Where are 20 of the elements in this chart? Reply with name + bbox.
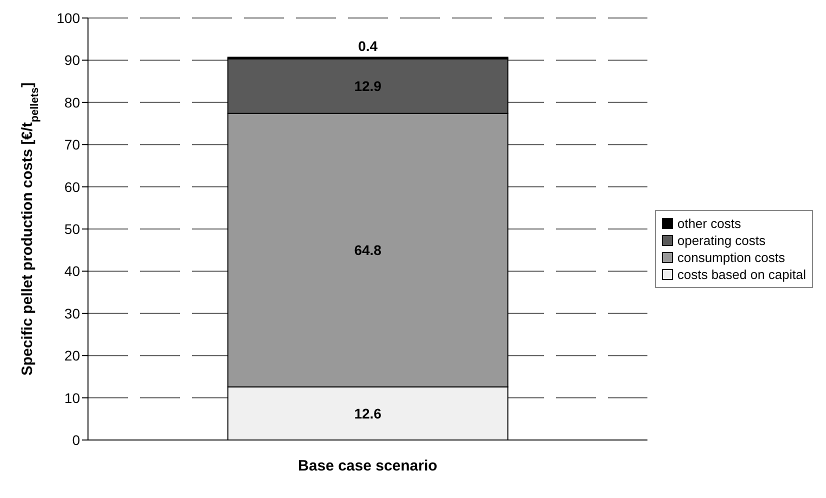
y-tick-label: 80 [64, 94, 80, 110]
y-tick-label: 30 [64, 305, 80, 322]
data-label: 0.4 [358, 38, 378, 54]
y-tick-label: 60 [64, 178, 80, 195]
y-tick-label: 70 [64, 136, 80, 153]
y-tick-label: 50 [64, 220, 80, 237]
legend-label: other costs [677, 216, 741, 231]
data-label: 12.9 [354, 78, 382, 94]
y-tick-label: 20 [64, 348, 80, 364]
data-label: 12.6 [354, 405, 382, 422]
y-tick-label: 10 [64, 390, 80, 406]
legend-label: operating costs [677, 233, 766, 248]
x-tick-label: Base case scenario [298, 458, 438, 475]
y-tick-label: 100 [56, 10, 80, 26]
y-tick-label: 0 [72, 432, 80, 448]
y-tick-label: 90 [64, 52, 80, 68]
data-label: 64.8 [354, 242, 382, 258]
legend-label: consumption costs [677, 250, 786, 265]
legend-label: costs based on capital [677, 267, 806, 282]
y-tick-label: 40 [64, 263, 80, 280]
